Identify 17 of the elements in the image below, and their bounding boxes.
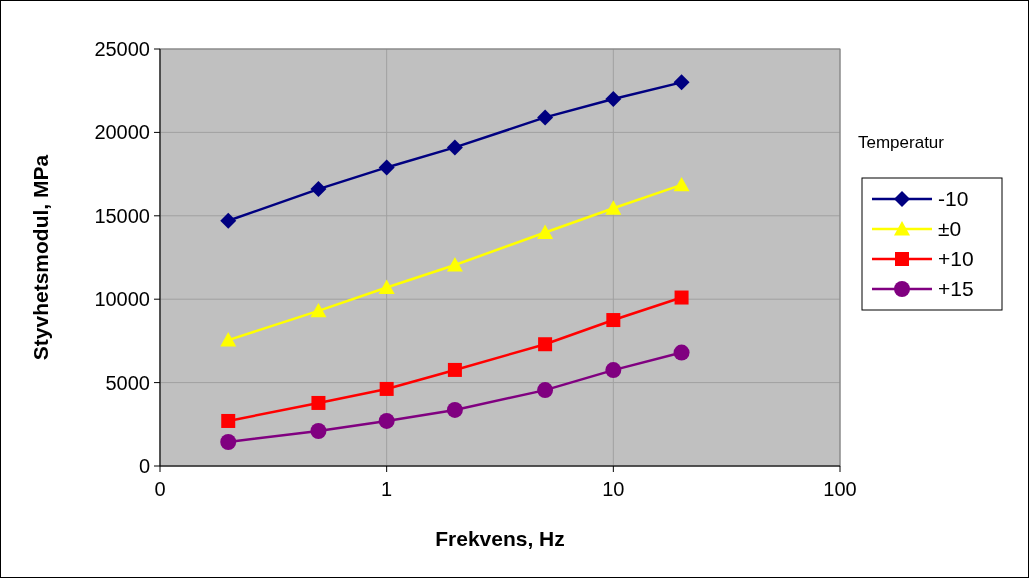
y-tick-label: 10000 bbox=[94, 288, 150, 311]
x-tick-label: 1 bbox=[381, 478, 393, 500]
legend-label: +15 bbox=[938, 277, 974, 301]
y-tick-label: 5000 bbox=[105, 371, 150, 394]
y-tick-label: 25000 bbox=[94, 38, 150, 60]
x-tick-label: 10 bbox=[602, 478, 625, 500]
y-axis-title: Styvhetsmodul, MPa bbox=[29, 154, 52, 361]
legend-label: -10 bbox=[938, 187, 969, 211]
legend-title: Temperatur bbox=[858, 133, 945, 152]
y-tick-label: 20000 bbox=[94, 121, 150, 144]
legend-label: +10 bbox=[938, 247, 974, 271]
x-tick-label: 0 bbox=[154, 478, 166, 500]
x-axis-title: Frekvens, Hz bbox=[435, 527, 565, 550]
y-tick-label: 0 bbox=[138, 455, 150, 477]
y-tick-label: 15000 bbox=[94, 204, 150, 227]
legend-label: ±0 bbox=[938, 217, 962, 241]
x-tick-label: 100 bbox=[823, 478, 857, 500]
